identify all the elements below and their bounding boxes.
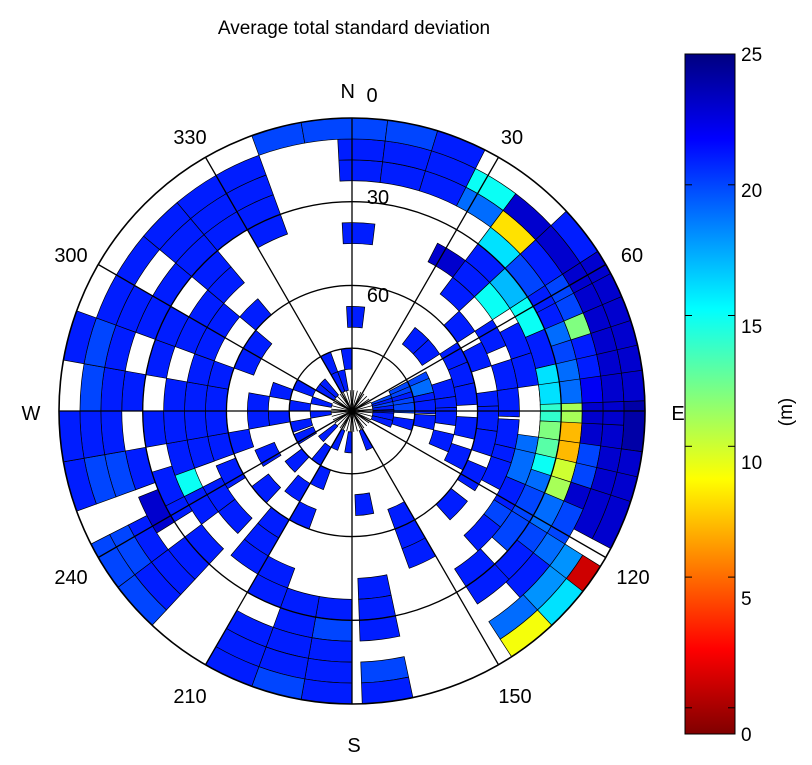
- grid-spoke-150: [351, 410, 500, 666]
- cell-108-1: [370, 415, 394, 428]
- center-spoke: [351, 395, 368, 412]
- azimuth-label-330: 330: [173, 127, 206, 149]
- azimuth-label-30: 30: [501, 127, 523, 149]
- cell-265-6: [205, 410, 229, 437]
- azimuth-label-150: 150: [498, 686, 531, 708]
- center-spoke: [351, 405, 373, 412]
- compass-east-label: E: [671, 403, 684, 425]
- azimuth-label-240: 240: [54, 567, 87, 589]
- cell-2-11: [338, 159, 384, 183]
- center-spoke: [336, 395, 353, 412]
- grid-spoke-120: [351, 410, 607, 559]
- radial-label-30: 30: [367, 187, 389, 209]
- cell-265-4: [247, 410, 270, 430]
- cell-93-6: [475, 405, 499, 432]
- center-spoke: [351, 410, 358, 432]
- chart-title: Average total standard deviation: [218, 18, 490, 39]
- cell-185-11: [307, 637, 353, 663]
- cell-275-12: [79, 363, 106, 412]
- azimuth-label-0: 0: [366, 85, 377, 107]
- center-spoke: [346, 410, 353, 432]
- azimuth-label-210: 210: [173, 686, 206, 708]
- colorbar-tick-20: 20: [741, 181, 762, 202]
- cell-215-8: [230, 538, 269, 575]
- grid-spoke-30: [351, 156, 500, 412]
- cell-185-9: [315, 596, 353, 621]
- cell-87-7: [496, 387, 520, 418]
- cell-98-7: [494, 418, 520, 450]
- cell-173-4: [354, 492, 375, 516]
- cell-2-4: [346, 306, 366, 329]
- cell-265-9: [142, 410, 167, 448]
- colorbar-tick-5: 5: [741, 589, 752, 610]
- grid-spoke-60: [351, 263, 607, 412]
- colorbar-unit-label: (m): [776, 398, 797, 426]
- cell-275-6: [205, 385, 229, 412]
- center-spoke: [331, 410, 353, 417]
- colorbar-tick-10: 10: [741, 453, 762, 474]
- cell-173-8: [357, 574, 392, 600]
- colorbar-ticks: [685, 53, 735, 709]
- cell-155-7: [401, 537, 437, 569]
- colorbar-tick-15: 15: [741, 317, 762, 338]
- cell-275-7: [184, 381, 209, 412]
- cell-228-1: [318, 423, 339, 443]
- cell-265-12: [79, 410, 106, 459]
- azimuth-label-60: 60: [621, 245, 643, 267]
- compass-north-label: N: [341, 81, 355, 103]
- center-spoke: [336, 410, 353, 427]
- grid-spoke-240: [97, 410, 353, 559]
- cell-185-12: [304, 657, 353, 684]
- radial-label-60: 60: [367, 285, 389, 307]
- grid-spoke-210: [204, 410, 353, 666]
- compass-south-label: S: [347, 735, 360, 757]
- grid-spoke-330: [204, 156, 353, 412]
- cell-93-4: [434, 406, 457, 426]
- cell-275-11: [100, 366, 126, 412]
- cell-2-8: [341, 222, 376, 246]
- center-spoke: [331, 405, 353, 412]
- cell-265-11: [100, 410, 126, 456]
- grid-spoke-300: [97, 263, 353, 412]
- cell-215-4: [284, 474, 311, 503]
- cell-275-8: [163, 377, 188, 412]
- cell-243-4: [254, 441, 282, 467]
- compass-west-label: W: [22, 403, 41, 425]
- colorbar-tick-25: 25: [741, 45, 762, 66]
- colorbar: [684, 53, 736, 735]
- colorbar-tick-0: 0: [741, 725, 752, 746]
- cell-93-13: [621, 400, 646, 453]
- cell-87-3: [413, 398, 437, 415]
- center-spoke: [351, 390, 358, 412]
- polar-grid: [58, 117, 646, 705]
- center-spoke: [346, 390, 353, 412]
- cell-315-1: [319, 378, 340, 399]
- center-spoke: [351, 410, 373, 417]
- cell-265-7: [184, 410, 209, 441]
- cell-265-8: [163, 410, 188, 445]
- cell-2-12: [337, 138, 386, 163]
- azimuth-label-300: 300: [54, 245, 87, 267]
- center-spoke: [351, 410, 368, 427]
- azimuth-label-120: 120: [616, 567, 649, 589]
- cell-275-4: [247, 392, 270, 412]
